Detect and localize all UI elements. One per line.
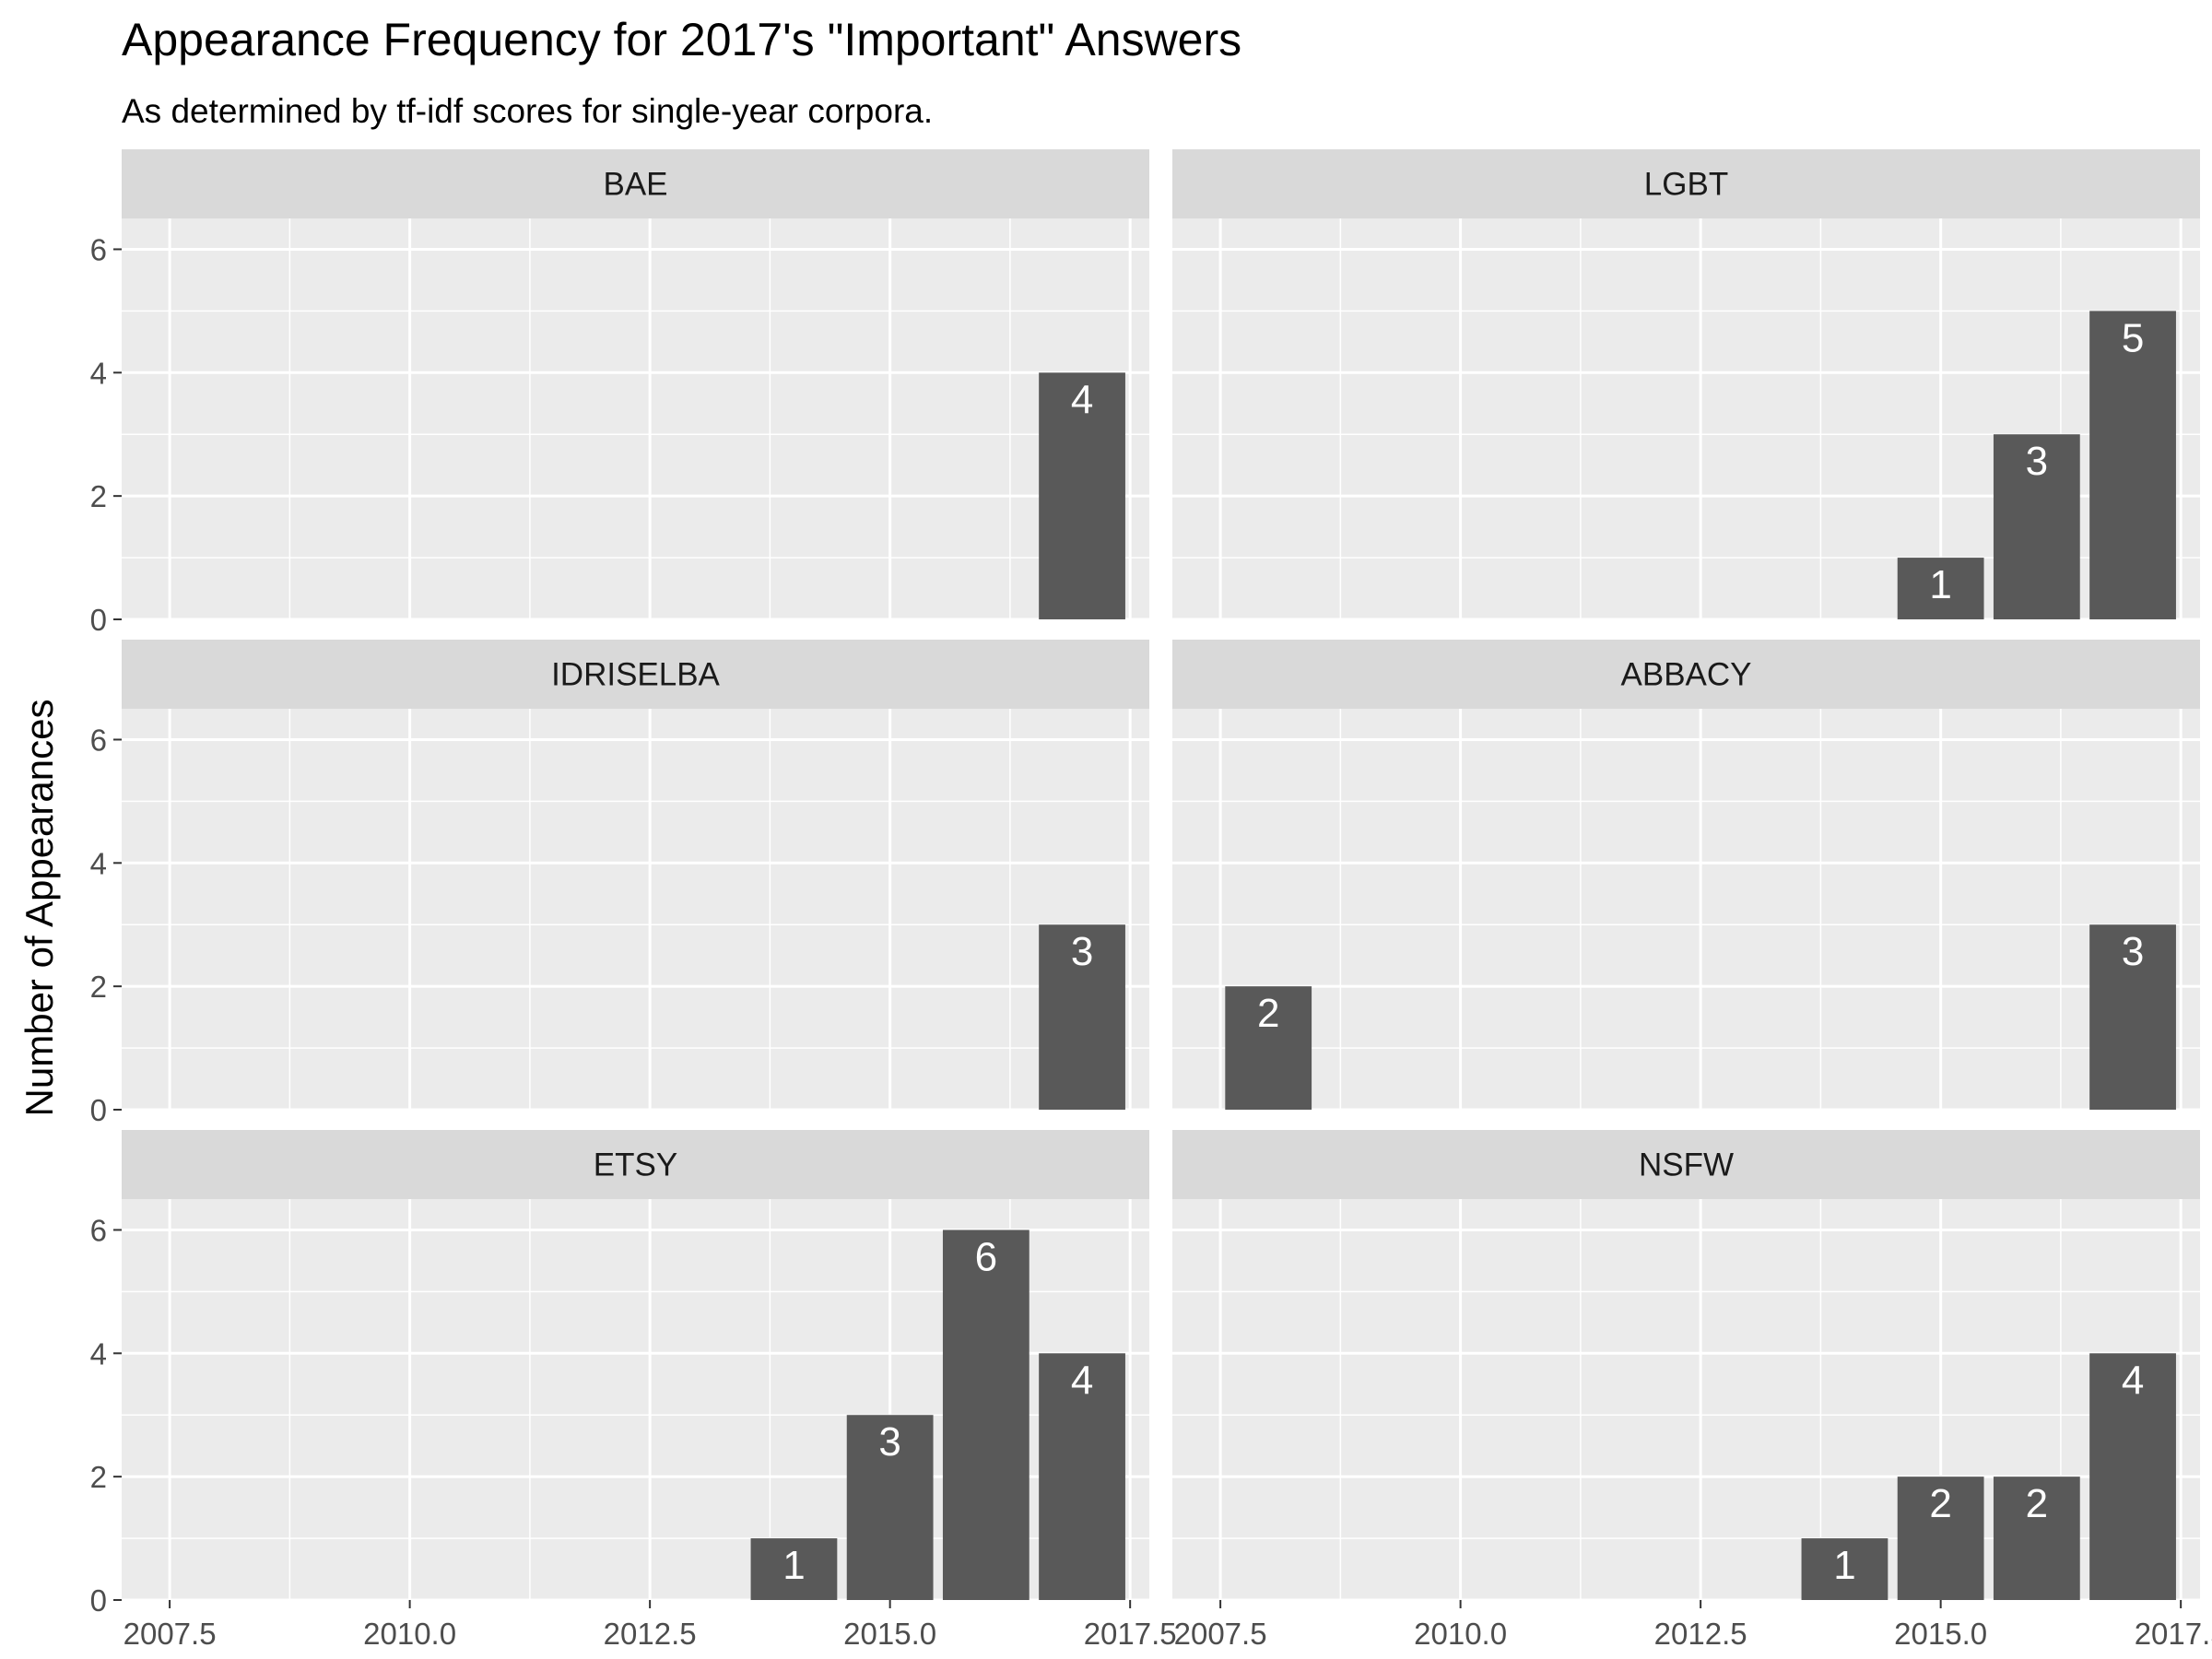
bar	[1993, 1477, 2080, 1600]
facet-bae: BAE 4 0 2 4 6	[90, 149, 1149, 637]
bar	[846, 1415, 934, 1600]
y-axis-title: Number of Appearances	[18, 700, 61, 1117]
bar-value-label: 6	[975, 1234, 997, 1279]
facet-strip	[122, 1130, 1149, 1199]
facet-strip	[122, 640, 1149, 709]
panel-background	[122, 709, 1149, 1110]
bar	[1039, 924, 1125, 1110]
bar-value-label: 3	[878, 1419, 900, 1465]
facet-strip	[1172, 149, 2200, 218]
facet-lgbt: LGBT 1 3 5	[1172, 149, 2200, 621]
bar	[1039, 372, 1125, 619]
bar	[2089, 311, 2176, 619]
facet-panels: BAE40246LGBT135IDRISELBA30246ABBACY23ETS…	[90, 149, 2212, 1651]
facet-strip-label: IDRISELBA	[551, 657, 720, 693]
bar-value-label: 2	[1257, 991, 1279, 1036]
facet-etsy: ETSY 1 3 6 4 0 2 4 6 2007.5 2010.0 2012.5 2015.0 2017…	[90, 1130, 1177, 1651]
y-tick-label: 2	[90, 970, 107, 1004]
panel-background	[122, 218, 1149, 619]
bar	[2089, 1353, 2176, 1600]
y-tick-label: 2	[90, 1460, 107, 1494]
x-tick-label: 2017.5	[1084, 1617, 1177, 1651]
facet-abbacy: ABBACY 2 3	[1172, 640, 2200, 1112]
chart-subtitle: As determined by tf-idf scores for singl…	[122, 92, 933, 130]
bar	[1897, 558, 1984, 619]
bar-value-label: 5	[2122, 315, 2144, 360]
bar	[1801, 1538, 1888, 1600]
bar-value-label: 2	[2026, 1481, 2048, 1526]
y-tick-label: 0	[90, 603, 107, 637]
y-tick-label: 6	[90, 232, 107, 266]
facet-strip-label: ABBACY	[1621, 657, 1752, 693]
x-tick-label: 2012.5	[1654, 1617, 1747, 1651]
bar-value-label: 4	[1071, 1358, 1093, 1403]
x-tick-label: 2015.0	[1894, 1617, 1987, 1651]
y-tick-label: 4	[90, 846, 107, 880]
bar	[1897, 1477, 1984, 1600]
x-tick-label: 2010.0	[1414, 1617, 1507, 1651]
y-tick-label: 2	[90, 479, 107, 513]
y-tick-label: 4	[90, 1336, 107, 1371]
panel-background	[1172, 709, 2200, 1110]
x-tick-label: 2012.5	[604, 1617, 697, 1651]
y-tick-label: 0	[90, 1093, 107, 1127]
x-tick-label: 2010.0	[363, 1617, 456, 1651]
facet-strip-label: NSFW	[1639, 1147, 1734, 1183]
bar-value-label: 3	[2122, 929, 2144, 974]
y-tick-label: 0	[90, 1583, 107, 1618]
y-tick-label: 6	[90, 1213, 107, 1247]
bar-value-label: 4	[2122, 1358, 2144, 1403]
facet-strip-label: ETSY	[594, 1147, 677, 1183]
bar	[1039, 1353, 1125, 1600]
bar-value-label: 3	[1071, 929, 1093, 974]
bar	[1225, 986, 1312, 1110]
bar-value-label: 2	[1929, 1481, 1951, 1526]
bar-value-label: 1	[1833, 1543, 1855, 1588]
facet-strip	[1172, 1130, 2200, 1199]
facet-strip	[1172, 640, 2200, 709]
bar-value-label: 4	[1071, 377, 1093, 422]
facet-strip	[122, 149, 1149, 218]
x-tick-label: 2007.5	[124, 1617, 217, 1651]
x-tick-label: 2015.0	[843, 1617, 936, 1651]
bar-value-label: 1	[782, 1543, 805, 1588]
facet-strip-label: BAE	[603, 167, 667, 203]
facet-strip-label: LGBT	[1644, 167, 1728, 203]
bar	[2089, 924, 2176, 1110]
bar	[1993, 434, 2080, 619]
x-tick-label: 2017.5	[2135, 1617, 2212, 1651]
bar-value-label: 3	[2026, 439, 2048, 484]
bar	[750, 1538, 838, 1600]
y-tick-label: 6	[90, 723, 107, 757]
facet-nsfw: NSFW 1 2 2 4 2007.5 2010.0 2012.5 2015.0 2017.5	[1172, 1130, 2212, 1651]
y-tick-label: 4	[90, 356, 107, 390]
x-tick-label: 2007.5	[1174, 1617, 1267, 1651]
chart-title: Appearance Frequency for 2017's "Importa…	[122, 14, 1241, 65]
bar	[942, 1230, 1030, 1600]
facet-idriselba: IDRISELBA 3 0 2 4 6	[90, 640, 1149, 1127]
bar-value-label: 1	[1929, 562, 1951, 607]
